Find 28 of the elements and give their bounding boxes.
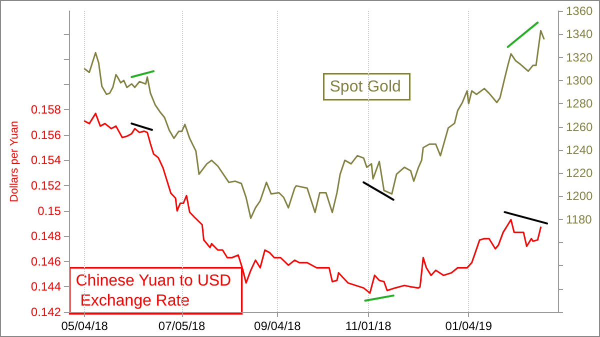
y-tick-label: 0.15 [38,204,62,218]
y2-tick-label: 1320 [566,50,594,64]
y2-tick-label: 1200 [566,189,594,204]
y-tick-label: 0.156 [30,128,62,142]
y2-tick-label: 1180 [566,212,592,226]
y2-tick-label: 1300 [566,73,594,88]
y2-tick-label: 1340 [566,27,594,42]
text: Spot Gold [330,78,401,96]
y-tick-label: 0.148 [30,229,62,244]
y2-tick-label: 1280 [566,96,594,111]
y2-tick-label: 1240 [566,142,594,157]
y-tick-label: 0.152 [30,178,62,193]
y-tick-label: 0.142 [30,305,62,319]
y-tick-label: 0.154 [30,153,62,168]
y2-tick-label: 1220 [566,166,594,180]
x-tick-label: 05/04/18 [61,319,108,333]
series-label: Chinese Yuan to USD Exchange Rate [76,272,232,310]
y-tick-label: 0.144 [30,280,62,294]
y-tick-label: 0.158 [30,102,62,117]
y-axis-title: Dollars per Yuan [8,120,20,202]
x-tick-label: 09/04/18 [254,319,302,333]
y-tick-label: 0.146 [30,254,62,268]
x-tick-label: 07/05/18 [158,319,206,333]
y2-tick-label: 1360 [566,4,594,18]
x-tick-label: 11/01/18 [345,319,392,333]
y2-tick-label: 1260 [566,120,594,134]
x-tick-label: 01/04/19 [445,319,492,333]
line-series [84,30,545,219]
